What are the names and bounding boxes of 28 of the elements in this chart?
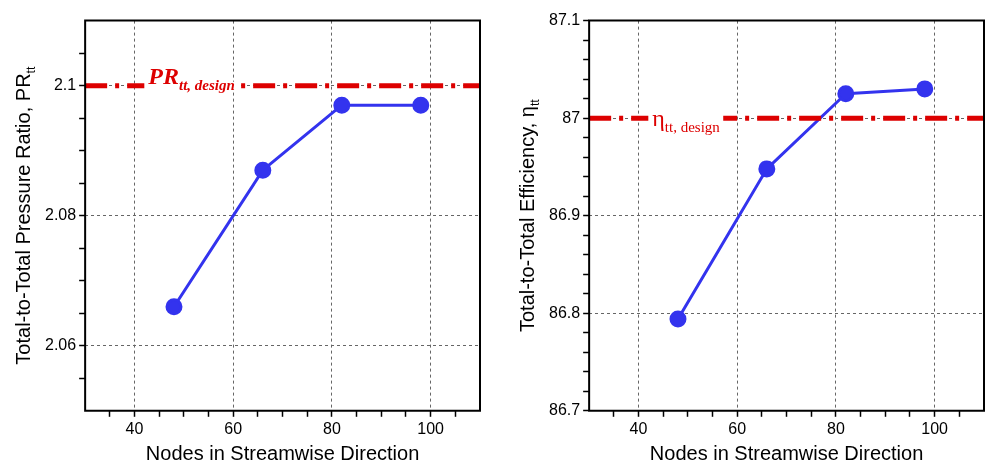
x-tick-label: 40 bbox=[125, 419, 144, 437]
y-tick-label: 2.08 bbox=[45, 206, 77, 224]
x-tick-label: 40 bbox=[629, 419, 648, 437]
point bbox=[837, 85, 855, 103]
y-axis-title: Total-to-Total Efficiency, ηtt bbox=[516, 98, 542, 333]
y-tick-label: 87 bbox=[562, 108, 581, 126]
x-tick-label: 100 bbox=[921, 419, 949, 437]
point bbox=[758, 160, 776, 178]
y-axis-title: Total-to-Total Pressure Ratio, PRtt bbox=[12, 66, 38, 365]
point bbox=[254, 161, 272, 179]
x-axis-title: Nodes in Streamwise Direction bbox=[649, 441, 924, 464]
point bbox=[165, 298, 183, 316]
x-tick-label: 100 bbox=[417, 419, 445, 437]
y-tick-label: 2.1 bbox=[53, 76, 77, 94]
point bbox=[333, 96, 351, 114]
x-tick-label: 60 bbox=[728, 419, 747, 437]
point bbox=[412, 96, 430, 114]
x-axis-title: Nodes in Streamwise Direction bbox=[145, 441, 420, 464]
y-tick-label: 2.06 bbox=[45, 336, 77, 354]
y-tick-label: 86.9 bbox=[549, 206, 581, 224]
x-tick-label: 80 bbox=[323, 419, 341, 437]
point bbox=[669, 310, 687, 328]
y-tick-label: 86.8 bbox=[549, 303, 581, 321]
point bbox=[916, 80, 934, 98]
y-tick-label: 86.7 bbox=[549, 401, 581, 419]
x-tick-label: 80 bbox=[827, 419, 845, 437]
y-tick-label: 87.1 bbox=[549, 11, 581, 29]
x-tick-label: 60 bbox=[224, 419, 243, 437]
